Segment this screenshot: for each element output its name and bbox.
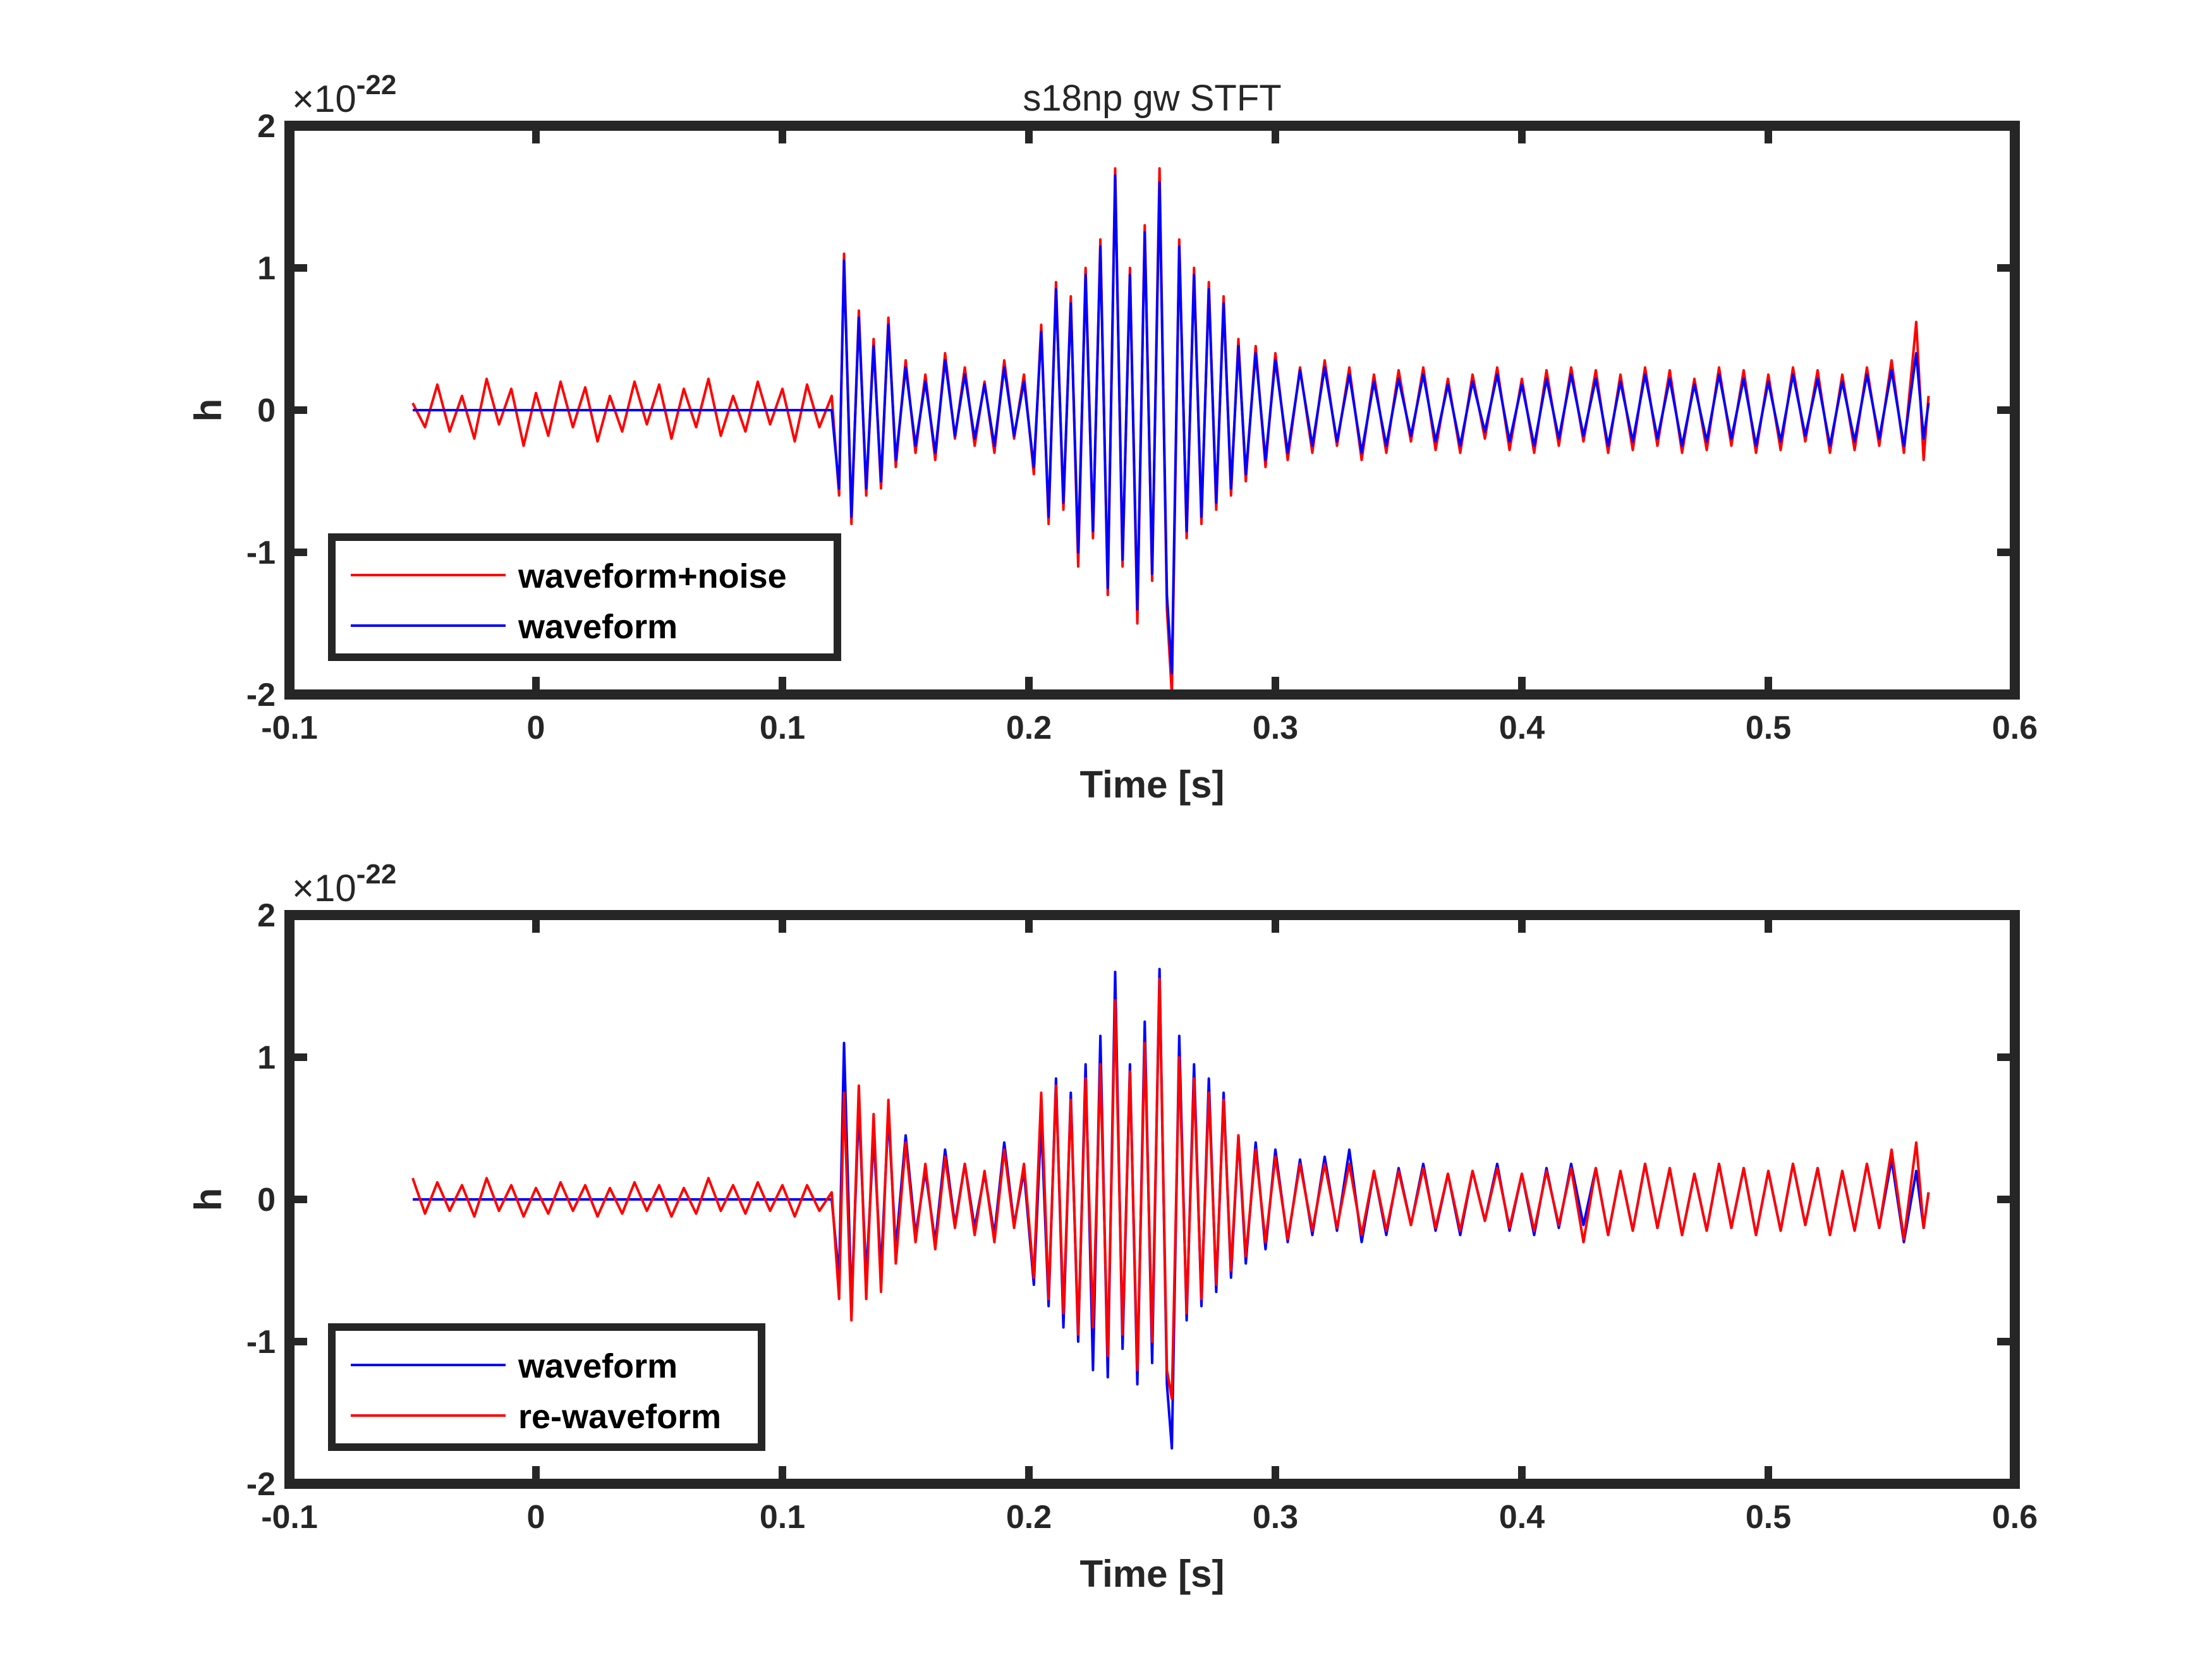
- top-plot-y-axis-label: h: [187, 399, 229, 422]
- top-plot-x-tick-label: 0.5: [1746, 710, 1791, 746]
- bottom-plot-x-tick-label: 0.1: [760, 1499, 805, 1536]
- top-plot-y-exponent: ×10-22: [292, 70, 396, 120]
- bottom-plot-x-axis-label: Time [s]: [1080, 1553, 1225, 1595]
- top-plot-y-tick-label: -1: [246, 535, 276, 571]
- top-plot-series-waveform: [413, 174, 1930, 675]
- bottom-plot-x-tick-label: -0.1: [261, 1499, 318, 1536]
- bottom-plot-panel: -0.1 0 0.1 0.2 0.3 0.4 0.5 0.6 -2 -1 0 1 2 ×10-22 Ti…: [187, 859, 2038, 1595]
- top-plot-y-exponent-base: ×10: [292, 78, 356, 120]
- top-plot-x-tick-label: 0.6: [1992, 710, 2038, 746]
- top-plot-ticks: -0.1 0 0.1 0.2 0.3 0.4 0.5 0.6 -2 -1 0 1 2: [246, 108, 2038, 746]
- bottom-plot-y-exponent-power: -22: [356, 859, 397, 890]
- bottom-plot-x-tick-label: 0.5: [1746, 1499, 1791, 1536]
- bottom-plot-legend-box: [328, 1323, 765, 1451]
- top-plot-y-tick-label: -2: [246, 677, 276, 713]
- top-plot-y-tick-label: 1: [257, 250, 276, 287]
- top-plot-y-tick-label: 0: [257, 392, 276, 429]
- bottom-plot-x-tick-label: 0.3: [1253, 1499, 1298, 1536]
- bottom-plot-y-exponent-base: ×10: [292, 867, 356, 909]
- top-plot-series-layer: [411, 167, 1930, 696]
- bottom-plot-y-tick-label: 1: [257, 1040, 276, 1076]
- bottom-plot-legend-label-0: waveform: [518, 1347, 678, 1385]
- top-plot-x-tick-label: 0.4: [1499, 710, 1545, 746]
- bottom-plot-y-tick-label: 2: [257, 897, 276, 934]
- bottom-plot-series-re-waveform: [411, 978, 1930, 1400]
- top-plot-legend-label-1: waveform: [518, 608, 678, 646]
- top-plot-y-exponent-power: -22: [356, 70, 397, 100]
- bottom-plot-x-tick-label: 0: [527, 1499, 545, 1536]
- figure-title: s18np gw STFT: [1023, 78, 1281, 119]
- top-plot-x-axis-label: Time [s]: [1080, 763, 1225, 806]
- bottom-plot-y-axis-label: h: [187, 1188, 229, 1211]
- bottom-plot-x-tick-label: 0.6: [1992, 1499, 2038, 1536]
- bottom-plot-series-layer: [411, 967, 1930, 1450]
- top-plot-x-tick-label: 0: [527, 710, 545, 746]
- bottom-plot-legend: waveform re-waveform: [328, 1323, 765, 1451]
- top-plot-legend-box: [328, 533, 841, 661]
- top-plot-x-tick-label: 0.1: [760, 710, 805, 746]
- top-plot-x-tick-label: 0.3: [1253, 710, 1298, 746]
- bottom-plot-y-tick-label: -1: [246, 1324, 276, 1361]
- bottom-plot-ticks: -0.1 0 0.1 0.2 0.3 0.4 0.5 0.6 -2 -1 0 1 2: [246, 897, 2038, 1536]
- top-plot-panel: -0.1 0 0.1 0.2 0.3 0.4 0.5 0.6 -2 -1 0 1 2 ×10-22 Ti…: [187, 70, 2038, 806]
- top-plot-x-tick-label: 0.2: [1006, 710, 1052, 746]
- bottom-plot-legend-label-1: re-waveform: [518, 1398, 721, 1436]
- bottom-plot-y-tick-label: -2: [246, 1466, 276, 1503]
- top-plot-legend-label-0: waveform+noise: [518, 557, 787, 595]
- top-plot-legend: waveform+noise waveform: [328, 533, 841, 661]
- top-plot-y-tick-label: 2: [257, 108, 276, 145]
- bottom-plot-y-tick-label: 0: [257, 1182, 276, 1218]
- bottom-plot-x-tick-label: 0.2: [1006, 1499, 1052, 1536]
- bottom-plot-x-tick-label: 0.4: [1499, 1499, 1545, 1536]
- bottom-plot-y-exponent: ×10-22: [292, 859, 396, 909]
- top-plot-x-tick-label: -0.1: [261, 710, 318, 746]
